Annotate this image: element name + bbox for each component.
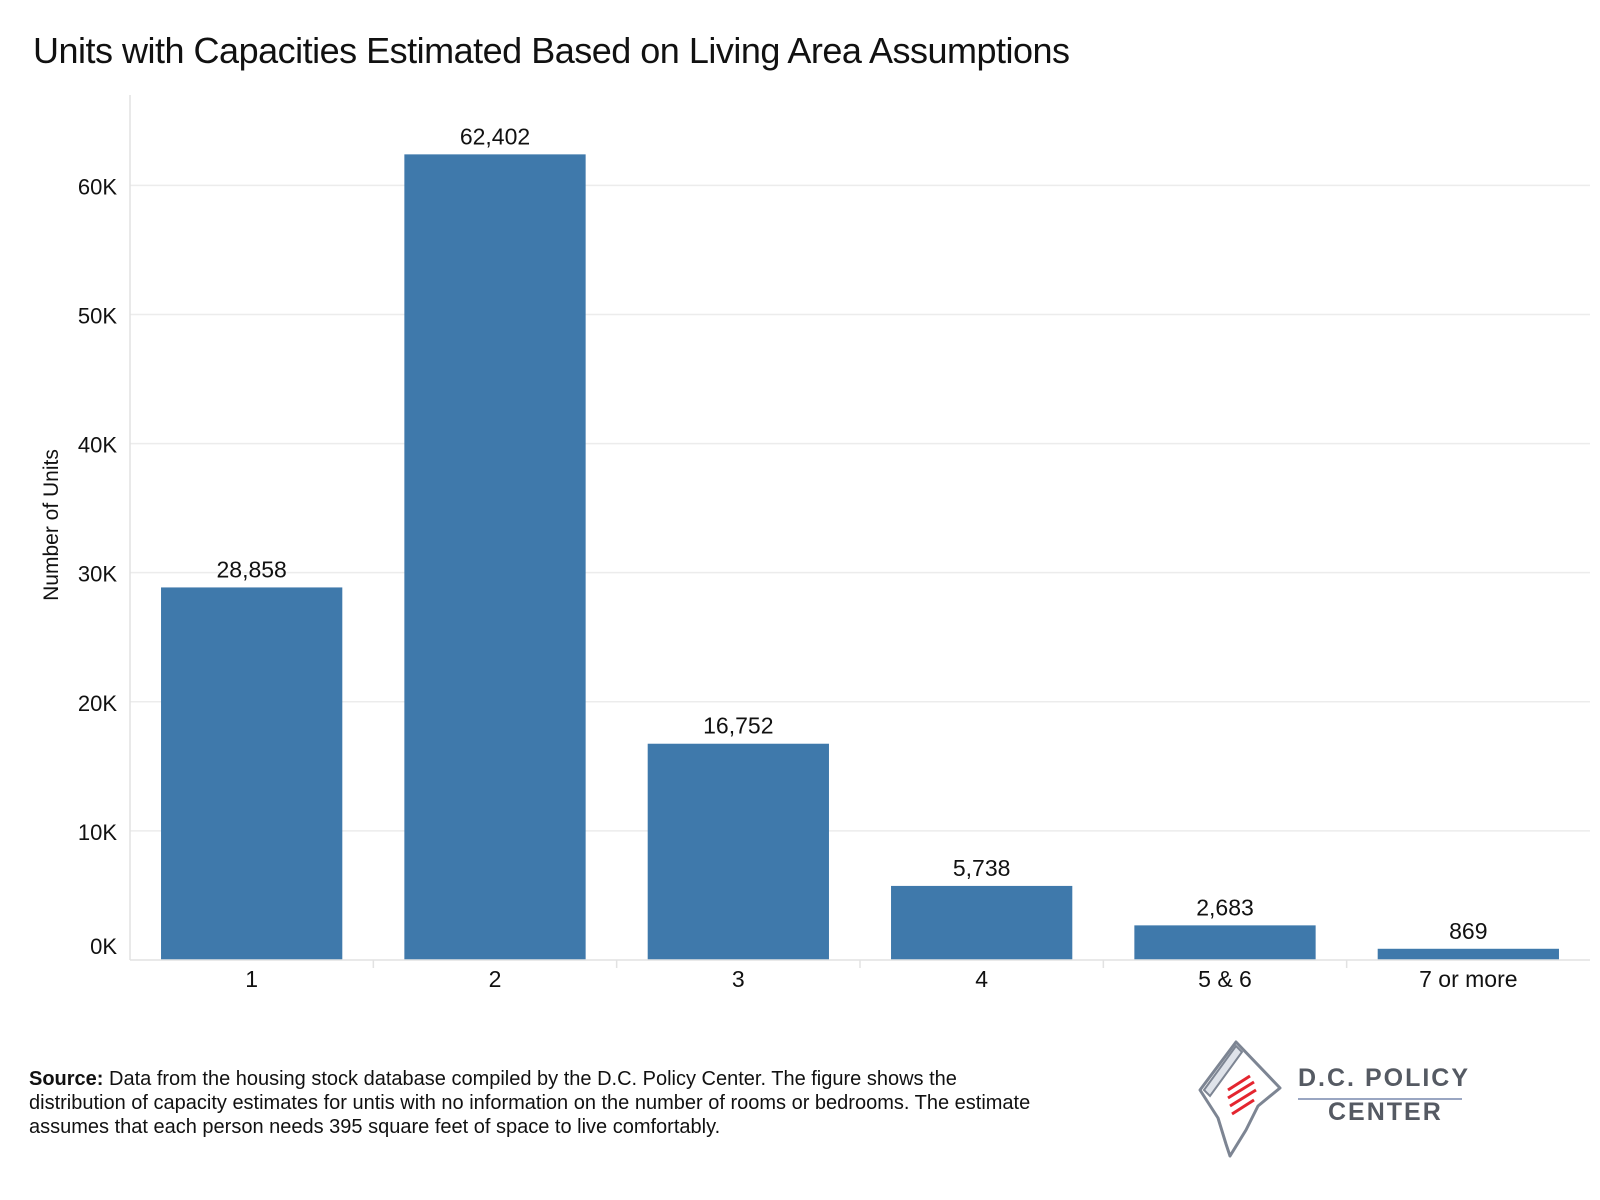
x-tick-label: 5 & 6 <box>1198 966 1252 992</box>
x-tick-label: 4 <box>975 966 988 992</box>
y-tick-label: 40K <box>78 433 117 458</box>
x-tick-label: 1 <box>245 966 258 992</box>
source-label: Source: <box>29 1068 104 1090</box>
bar <box>1134 925 1316 960</box>
bar <box>647 743 829 960</box>
y-tick-label: 30K <box>78 562 117 587</box>
source-note: Source: Data from the housing stock data… <box>29 1067 1059 1139</box>
bars <box>161 154 1559 960</box>
bar-chart: 28,858 62,402 16,752 5,738 2,683 869 0K 10K 20K… <box>40 95 1590 992</box>
y-tick-label: 10K <box>78 820 117 845</box>
bar-value-label: 5,738 <box>953 855 1011 881</box>
logo-text-line1: D.C. POLICY <box>1298 1064 1471 1092</box>
bar-value-label: 16,752 <box>703 713 773 739</box>
x-tick-label: 7 or more <box>1419 966 1517 992</box>
chart-title: Units with Capacities Estimated Based on… <box>33 30 1070 71</box>
bar <box>891 885 1073 960</box>
bar-value-label: 869 <box>1449 918 1487 944</box>
gridlines <box>130 184 1590 832</box>
bar-value-label: 62,402 <box>460 123 530 149</box>
y-tick-label: 20K <box>78 691 117 716</box>
bar <box>1377 948 1559 960</box>
x-tick-label: 2 <box>489 966 502 992</box>
bar-value-label: 2,683 <box>1196 894 1254 920</box>
x-tick-label: 3 <box>732 966 745 992</box>
value-labels: 28,858 62,402 16,752 5,738 2,683 869 <box>216 123 1487 943</box>
y-tick-label: 60K <box>78 174 117 199</box>
y-tick-label: 0K <box>90 934 117 959</box>
logo-text-line2: CENTER <box>1328 1098 1443 1126</box>
y-axis-label: Number of Units <box>40 449 63 601</box>
logo-divider <box>1298 1098 1462 1100</box>
dc-map-icon <box>1198 1040 1282 1158</box>
axes: 0K 10K 20K 30K 40K 50K 60K 1 2 3 4 5 & 6 7 or more <box>78 95 1590 992</box>
bar <box>404 154 586 960</box>
y-tick-label: 50K <box>78 303 117 328</box>
source-text: Data from the housing stock database com… <box>29 1068 1031 1138</box>
bar-value-label: 28,858 <box>216 556 286 582</box>
dc-policy-center-logo: D.C. POLICY CENTER <box>1198 1040 1468 1160</box>
bar <box>161 587 343 960</box>
